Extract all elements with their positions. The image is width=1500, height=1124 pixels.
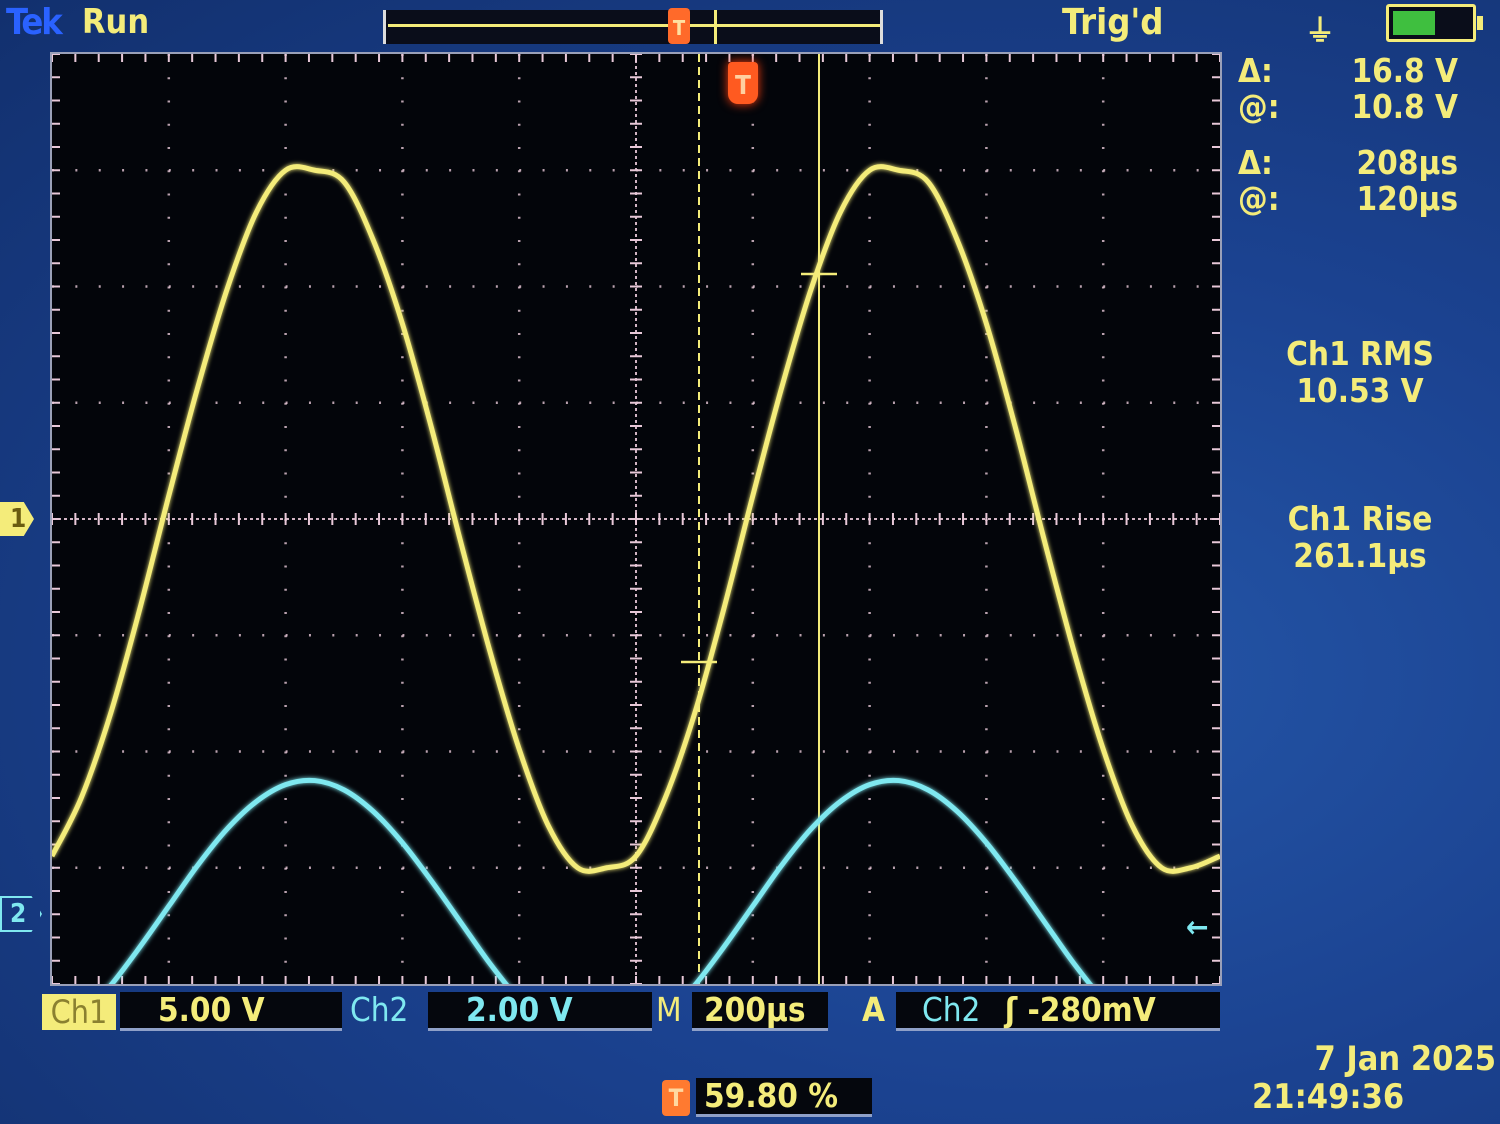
delta-label: Δ: (1238, 143, 1273, 182)
record-bracket-right (880, 10, 883, 44)
rising-edge-icon: ʃ (1004, 990, 1018, 1029)
trigger-label: A (862, 990, 885, 1029)
measurement-ch1-rms: Ch1 RMS 10.53 V (1250, 335, 1470, 409)
record-view-bar (383, 10, 883, 44)
at-label: @: (1238, 179, 1280, 218)
ch1-label[interactable]: Ch1 (42, 994, 116, 1030)
trigger-level-arrow-icon[interactable]: ← (1186, 910, 1209, 945)
ch2-ground-marker[interactable]: 2 (0, 896, 42, 932)
ch1-scale[interactable]: 5.00 V (120, 992, 342, 1031)
measurement-ch1-rise: Ch1 Rise 261.1µs (1250, 500, 1470, 574)
timebase-value[interactable]: 200µs (692, 992, 828, 1031)
record-bracket-left (383, 10, 386, 44)
at-label: @: (1238, 87, 1280, 126)
brand-logo: Tek (6, 2, 63, 43)
ch1-waveform (52, 164, 1220, 874)
date: 7 Jan 2025 (1314, 1039, 1497, 1079)
graticule (52, 54, 1220, 984)
trigger-position-icon: T (662, 1080, 690, 1116)
trigger-position-marker-icon[interactable]: T (728, 62, 758, 104)
ch2-waveform (108, 777, 1093, 984)
datetime: 7 Jan 2025 21:49:36 (1248, 1040, 1496, 1116)
waveform-display[interactable] (50, 52, 1222, 986)
measurement-value: 10.53 V (1296, 371, 1424, 410)
measurement-title: Ch1 RMS (1286, 334, 1434, 373)
trigger-level: -280mV (1027, 990, 1156, 1029)
cursor-t-at: 120µs (1356, 179, 1459, 218)
trigger-status: Trig'd (1062, 2, 1164, 43)
trigger-settings[interactable]: Ch2 ʃ -280mV (896, 992, 1220, 1031)
measurement-value: 261.1µs (1293, 536, 1427, 575)
ch2-scale[interactable]: 2.00 V (428, 992, 652, 1031)
trigger-position[interactable]: 59.80 % (696, 1078, 872, 1117)
cursor-t-delta: 208µs (1356, 143, 1459, 182)
timebase-label: M (656, 990, 682, 1029)
measurement-title: Ch1 Rise (1287, 499, 1433, 538)
delta-label: Δ: (1238, 51, 1273, 90)
time-cursor-readout: Δ: 208µs @: 120µs (1238, 144, 1478, 224)
battery-icon (1386, 4, 1483, 42)
record-view-line (388, 24, 880, 27)
record-trigger-marker-icon: T (668, 8, 690, 44)
trigger-source: Ch2 (922, 990, 981, 1029)
cursor-v-at: 10.8 V (1351, 87, 1458, 126)
acquisition-state[interactable]: Run (82, 2, 150, 42)
record-center-marker (714, 10, 717, 44)
voltage-cursor-readout: Δ: 16.8 V @: 10.8 V (1238, 52, 1478, 132)
ch2-label[interactable]: Ch2 (350, 990, 409, 1029)
ac-plug-icon: ⏚ (1305, 14, 1335, 49)
cursor-v-delta: 16.8 V (1351, 51, 1458, 90)
time: 21:49:36 (1252, 1077, 1405, 1117)
ch1-ground-marker[interactable]: 1 (0, 502, 34, 536)
